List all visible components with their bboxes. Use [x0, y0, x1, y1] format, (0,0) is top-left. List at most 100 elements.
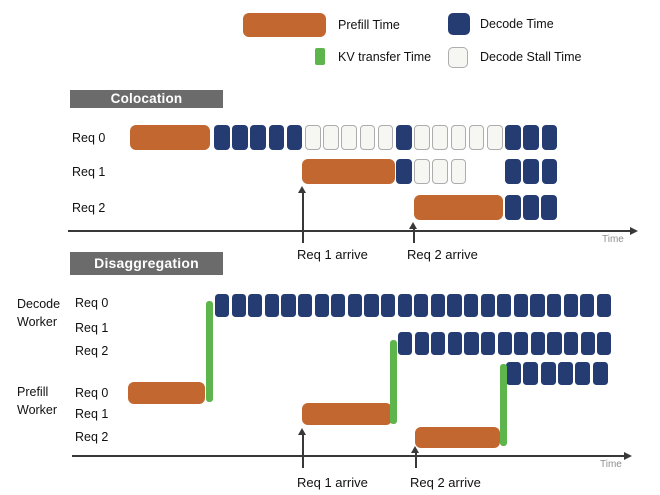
stall-square — [450, 159, 467, 184]
disaggregation-req-label: Req 0 — [75, 386, 109, 400]
kv-transfer-bar — [390, 340, 397, 424]
decode-square — [563, 294, 578, 317]
colocation-section-header: Colocation — [70, 90, 223, 108]
decode-square — [597, 332, 612, 355]
legend-label-decode: Decode Time — [480, 17, 554, 31]
decode-square — [397, 294, 412, 317]
decode-square — [523, 125, 539, 150]
legend-label-decode-stall: Decode Stall Time — [480, 50, 582, 64]
decode-square — [514, 332, 529, 355]
stall-square — [414, 125, 430, 150]
decode-square — [396, 159, 412, 184]
decode-square — [497, 294, 512, 317]
decode-square — [530, 332, 546, 355]
prefill-bar — [130, 125, 210, 150]
colocation-req-label: Req 1 — [72, 164, 106, 179]
disaggregation-req-label: Req 2 — [75, 344, 109, 358]
decode-square — [592, 362, 608, 385]
stall-square — [414, 159, 430, 184]
disaggregation-req-label: Req 0 — [75, 296, 109, 310]
decode-square — [564, 332, 579, 355]
arrive-arrow — [302, 432, 304, 468]
axis-arrowhead-icon — [624, 451, 632, 460]
decode-square — [580, 332, 595, 355]
decode-square — [547, 332, 562, 355]
decode-square — [506, 362, 521, 385]
arrive-label: Req 2 arrive — [407, 247, 478, 262]
decode-square — [497, 332, 512, 355]
kv-transfer-swatch — [315, 48, 325, 65]
decode-square — [513, 294, 529, 317]
decode-square — [314, 294, 329, 317]
decode-square — [264, 294, 280, 317]
legend-label-kv-transfer: KV transfer Time — [338, 50, 432, 64]
decode-square — [580, 294, 595, 317]
stall-square — [432, 159, 448, 184]
decode-square — [398, 332, 413, 355]
prefill-bar — [414, 195, 503, 220]
decode-square — [268, 125, 285, 150]
decode-square — [248, 294, 263, 317]
disaggregation-timeline-axis — [72, 455, 626, 457]
decode-square — [480, 294, 495, 317]
kv-transfer-bar — [206, 301, 213, 402]
decode-square — [430, 294, 446, 317]
stall-square — [305, 125, 321, 150]
decode-square — [464, 332, 479, 355]
decode-square — [396, 125, 412, 150]
decode-time-swatch — [448, 13, 470, 35]
arrive-arrow — [302, 190, 304, 243]
arrive-arrowhead-icon — [409, 222, 417, 229]
decode-square — [596, 294, 612, 317]
decode-square — [540, 362, 556, 385]
decode-square — [547, 294, 562, 317]
decode-square — [541, 159, 558, 184]
stall-square — [359, 125, 376, 150]
stall-square — [377, 125, 394, 150]
decode-square — [414, 332, 429, 355]
prefill-bar — [302, 403, 392, 425]
disaggregation-req-label: Req 2 — [75, 430, 109, 444]
colocation-req-label: Req 2 — [72, 200, 106, 215]
disaggregation-worker-label: Decode Worker — [17, 297, 61, 329]
prefill-bar — [415, 427, 500, 448]
decode-square — [505, 125, 521, 150]
decode-square — [523, 159, 539, 184]
disaggregation-time-label: Time — [600, 459, 622, 470]
arrive-label: Req 1 arrive — [297, 247, 368, 262]
decode-square — [232, 125, 248, 150]
decode-square — [215, 294, 230, 317]
colocation-timeline-axis — [68, 230, 632, 232]
decode-stall-swatch — [448, 47, 468, 68]
decode-square — [331, 294, 346, 317]
decode-square — [505, 195, 521, 220]
colocation-req-label: Req 0 — [72, 130, 106, 145]
disaggregation-req-label: Req 1 — [75, 321, 109, 335]
disaggregation-section-header: Disaggregation — [70, 252, 223, 275]
decode-square — [381, 294, 396, 317]
decode-square — [575, 362, 591, 385]
decode-square — [414, 294, 429, 317]
legend-label-prefill: Prefill Time — [338, 18, 400, 32]
arrive-arrow — [415, 450, 417, 468]
decode-square — [447, 332, 463, 355]
decode-square — [541, 195, 557, 220]
arrive-label: Req 1 arrive — [297, 475, 368, 490]
decode-square — [541, 125, 558, 150]
decode-square — [298, 294, 313, 317]
decode-square — [231, 294, 246, 317]
prefill-bar — [302, 159, 395, 184]
decode-square — [286, 125, 303, 150]
prefill-time-swatch — [243, 13, 326, 37]
decode-square — [364, 294, 379, 317]
stall-square — [487, 125, 503, 150]
stall-square — [450, 125, 467, 150]
colocation-time-label: Time — [602, 234, 624, 245]
disaggregation-req-label: Req 1 — [75, 407, 109, 421]
decode-square — [214, 125, 230, 150]
decode-square — [347, 294, 363, 317]
disaggregation-worker-label: Prefill Worker — [17, 385, 58, 417]
decode-square — [557, 362, 573, 385]
arrive-arrowhead-icon — [411, 446, 419, 453]
decode-square — [523, 362, 539, 385]
